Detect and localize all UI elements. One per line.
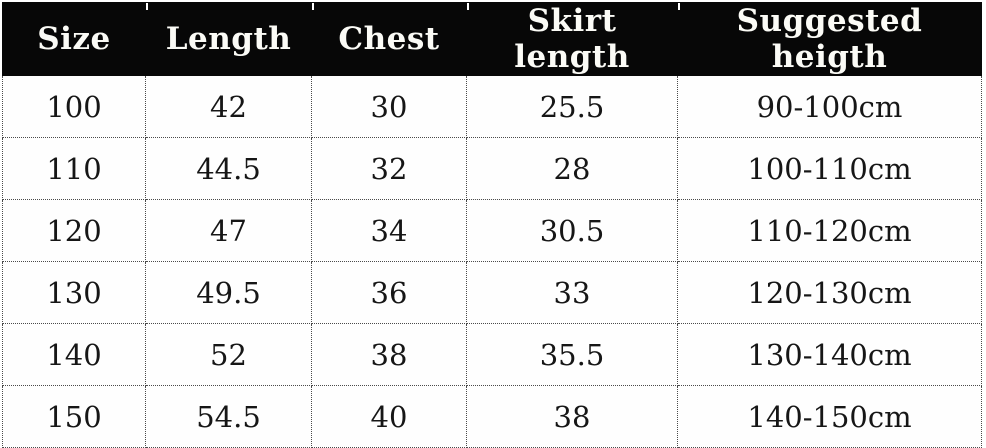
cell-chest: 40 — [311, 385, 467, 448]
cell-suggested-height: 100-110cm — [677, 137, 982, 200]
size-chart-header: Size Length Chest Skirt length Suggested… — [2, 2, 982, 76]
cell-length: 52 — [145, 323, 312, 386]
cell-suggested-height: 140-150cm — [677, 385, 982, 448]
table-row-size-130: 130 49.5 36 33 120-130cm — [2, 261, 982, 324]
header-row: Size Length Chest Skirt length Suggested… — [2, 2, 982, 76]
table-row-size-150: 150 54.5 40 38 140-150cm — [2, 385, 982, 448]
column-header-size: Size — [2, 2, 146, 76]
column-header-skirt-length: Skirt length — [466, 2, 678, 76]
cell-length: 42 — [145, 75, 312, 138]
cell-chest: 32 — [311, 137, 467, 200]
table-row-size-110: 110 44.5 32 28 100-110cm — [2, 137, 982, 200]
cell-skirt-length: 28 — [466, 137, 678, 200]
cell-suggested-height: 130-140cm — [677, 323, 982, 386]
cell-size: 110 — [2, 137, 146, 200]
cell-suggested-height: 110-120cm — [677, 199, 982, 262]
cell-length: 49.5 — [145, 261, 312, 324]
cell-chest: 38 — [311, 323, 467, 386]
table-row-size-100: 100 42 30 25.5 90-100cm — [2, 75, 982, 138]
cell-size: 150 — [2, 385, 146, 448]
cell-suggested-height: 90-100cm — [677, 75, 982, 138]
column-header-length: Length — [145, 2, 312, 76]
cell-suggested-height: 120-130cm — [677, 261, 982, 324]
table-row-size-140: 140 52 38 35.5 130-140cm — [2, 323, 982, 386]
cell-size: 100 — [2, 75, 146, 138]
cell-chest: 34 — [311, 199, 467, 262]
cell-skirt-length: 30.5 — [466, 199, 678, 262]
cell-size: 120 — [2, 199, 146, 262]
size-chart-body: 100 42 30 25.5 90-100cm 110 44.5 32 28 1… — [2, 75, 982, 448]
cell-chest: 36 — [311, 261, 467, 324]
cell-length: 47 — [145, 199, 312, 262]
column-header-suggested-height: Suggested heigth — [677, 2, 982, 76]
table-row-size-120: 120 47 34 30.5 110-120cm — [2, 199, 982, 262]
cell-skirt-length: 35.5 — [466, 323, 678, 386]
cell-skirt-length: 25.5 — [466, 75, 678, 138]
cell-size: 140 — [2, 323, 146, 386]
cell-length: 54.5 — [145, 385, 312, 448]
cell-size: 130 — [2, 261, 146, 324]
cell-skirt-length: 38 — [466, 385, 678, 448]
cell-chest: 30 — [311, 75, 467, 138]
cell-length: 44.5 — [145, 137, 312, 200]
column-header-chest: Chest — [311, 2, 467, 76]
cell-skirt-length: 33 — [466, 261, 678, 324]
